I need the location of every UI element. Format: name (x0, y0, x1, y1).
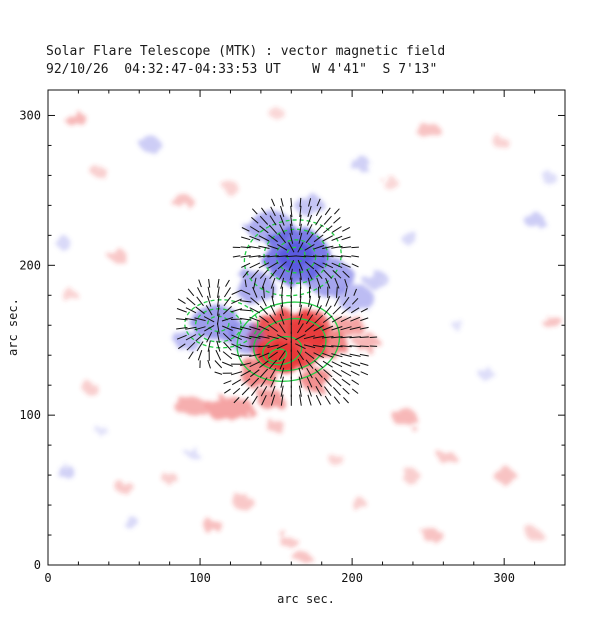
plot-subtitle: 92/10/26 04:32:47-04:33:53 UT W 4'41" S … (46, 62, 438, 77)
svg-text:0: 0 (34, 558, 41, 572)
svg-text:100: 100 (19, 408, 41, 422)
x-axis-label: arc sec. (277, 592, 335, 606)
svg-text:300: 300 (19, 108, 41, 122)
svg-text:200: 200 (19, 258, 41, 272)
y-axis-label: arc sec. (6, 298, 20, 356)
svg-text:300: 300 (493, 571, 515, 585)
svg-text:200: 200 (341, 571, 363, 585)
tick-labels: 0 100 200 300 0 100 200 300 (19, 108, 515, 585)
polarity-regions (55, 106, 562, 561)
plot-title: Solar Flare Telescope (MTK) : vector mag… (46, 44, 446, 59)
transverse-field-vectors (176, 197, 378, 406)
svg-text:100: 100 (189, 571, 211, 585)
svg-text:0: 0 (44, 571, 51, 585)
axes (47, 89, 566, 566)
